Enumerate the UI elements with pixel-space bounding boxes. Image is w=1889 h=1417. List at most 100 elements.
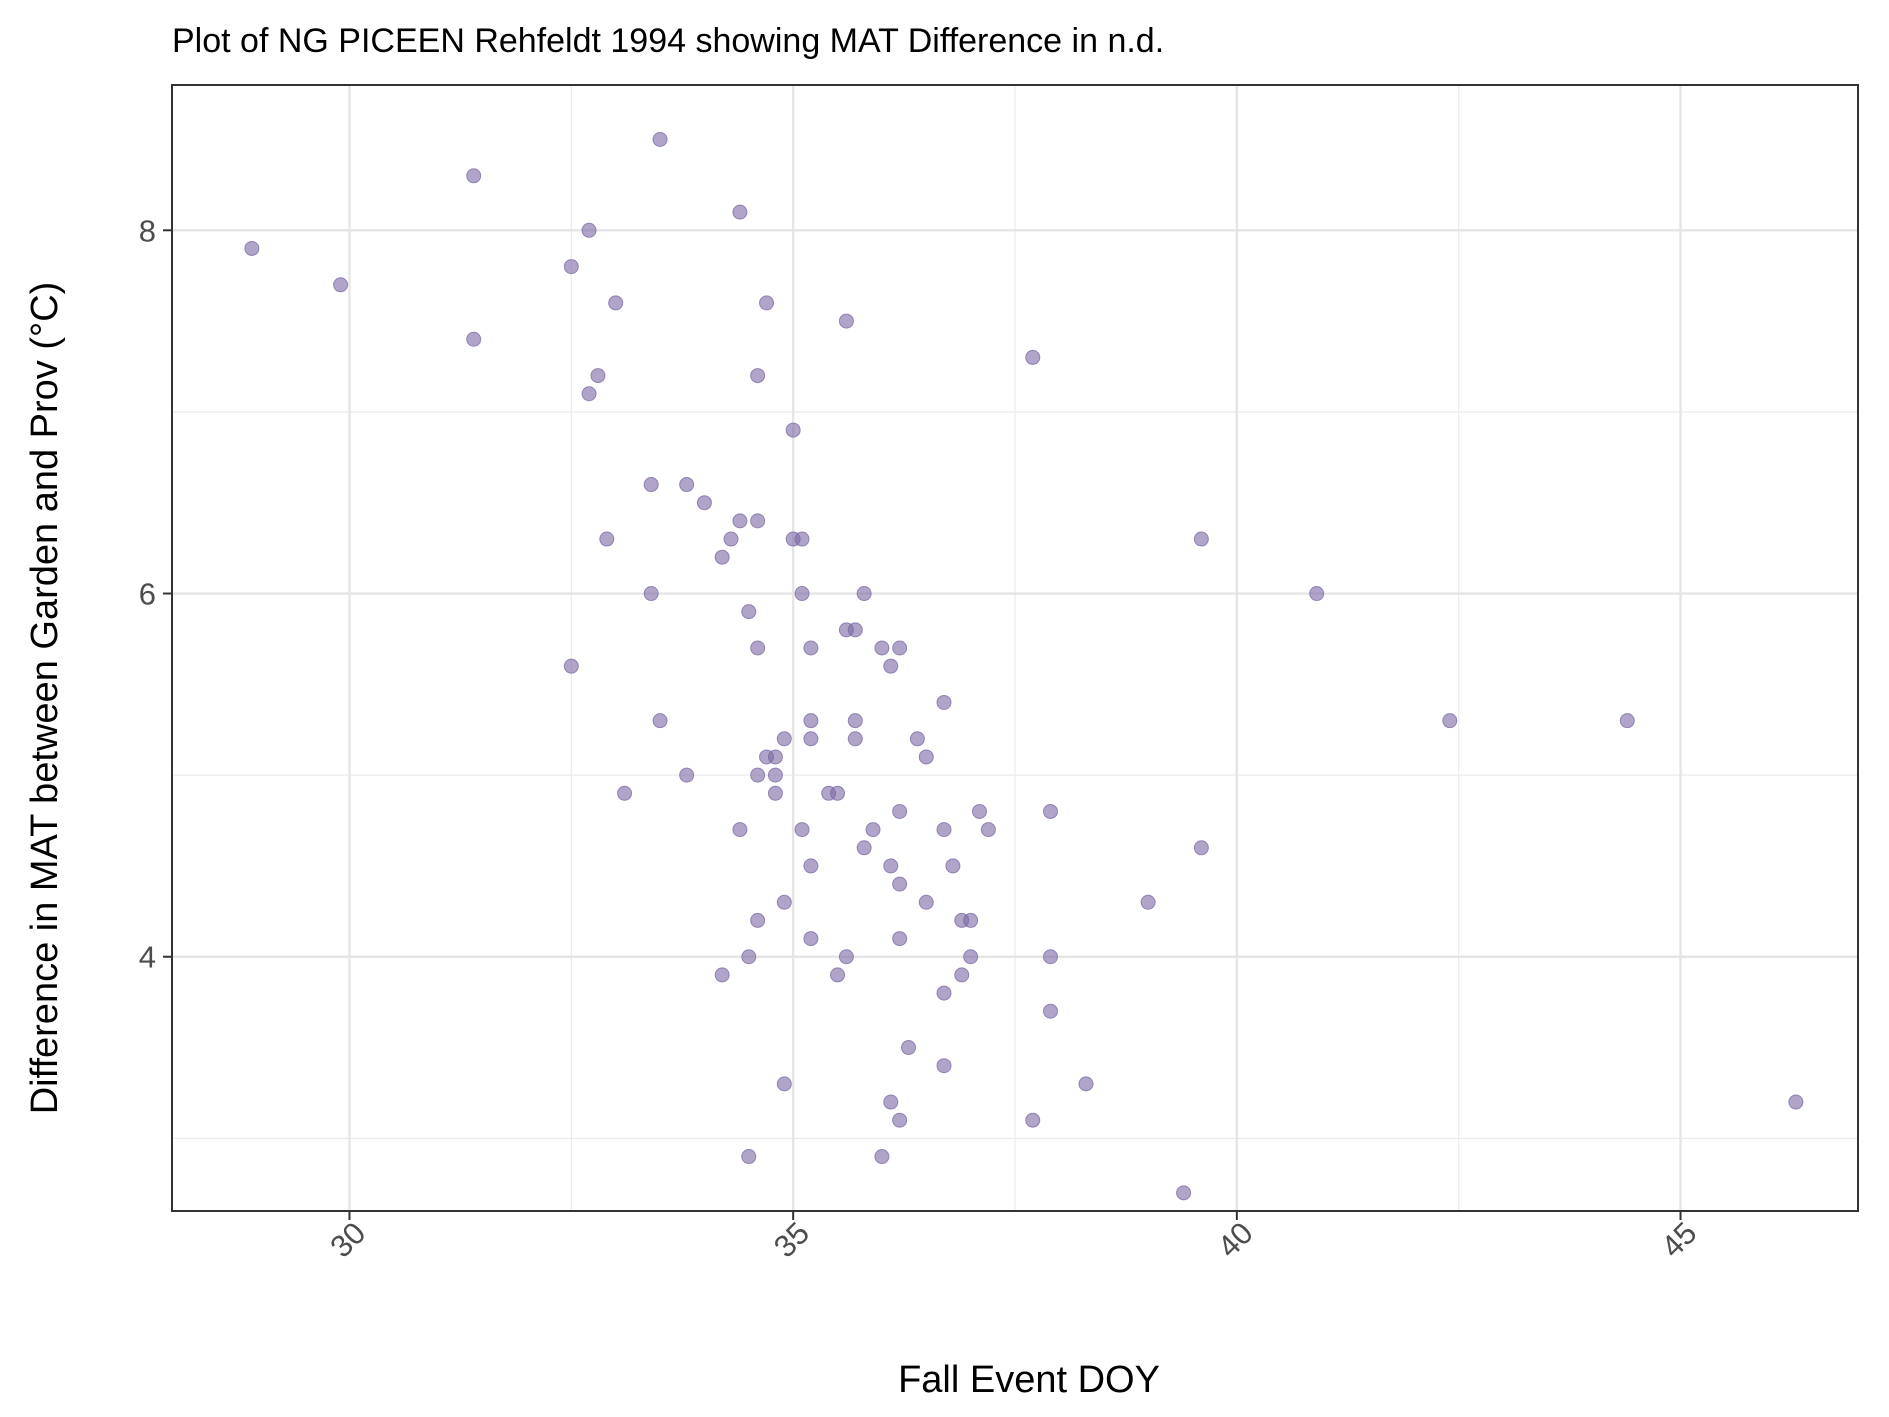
data-point xyxy=(865,822,881,838)
data-point xyxy=(741,949,757,965)
data-point xyxy=(980,822,996,838)
data-point xyxy=(750,912,766,928)
data-point xyxy=(563,658,579,674)
data-point xyxy=(794,531,810,547)
data-point xyxy=(1042,1003,1058,1019)
data-point xyxy=(936,985,952,1001)
chart-title: Plot of NG PICEEN Rehfeldt 1994 showing … xyxy=(172,22,1164,60)
major-grid xyxy=(172,85,1858,1211)
data-point xyxy=(901,1040,917,1056)
y-tick-label: 6 xyxy=(139,577,156,612)
data-point xyxy=(945,858,961,874)
data-point xyxy=(750,640,766,656)
data-point xyxy=(581,386,597,402)
data-point xyxy=(803,713,819,729)
data-point xyxy=(936,1058,952,1074)
data-point xyxy=(963,949,979,965)
data-point xyxy=(847,731,863,747)
data-point xyxy=(803,731,819,747)
data-point xyxy=(1025,1112,1041,1128)
data-point xyxy=(830,785,846,801)
data-point xyxy=(954,967,970,983)
data-point xyxy=(838,949,854,965)
data-point xyxy=(581,222,597,238)
data-point xyxy=(936,822,952,838)
data-point xyxy=(679,767,695,783)
y-tick-label: 8 xyxy=(139,213,156,248)
data-point xyxy=(590,368,606,384)
data-point xyxy=(750,368,766,384)
data-point xyxy=(1176,1185,1192,1201)
data-point xyxy=(847,622,863,638)
x-axis-title: Fall Event DOY xyxy=(898,1359,1160,1401)
data-point xyxy=(599,531,615,547)
data-point xyxy=(643,477,659,493)
data-point xyxy=(767,767,783,783)
data-point xyxy=(723,531,739,547)
data-point xyxy=(767,749,783,765)
data-point xyxy=(1025,349,1041,365)
data-point xyxy=(679,477,695,493)
data-point xyxy=(847,713,863,729)
data-points xyxy=(244,131,1804,1201)
data-point xyxy=(750,513,766,529)
data-point xyxy=(652,713,668,729)
data-point xyxy=(972,803,988,819)
data-point xyxy=(759,295,775,311)
data-point xyxy=(883,658,899,674)
data-point xyxy=(696,495,712,511)
data-point xyxy=(830,967,846,983)
data-point xyxy=(856,840,872,856)
data-point xyxy=(767,785,783,801)
data-point xyxy=(643,586,659,602)
data-point xyxy=(838,313,854,329)
data-point xyxy=(608,295,624,311)
data-point xyxy=(874,1149,890,1165)
data-point xyxy=(714,549,730,565)
data-point xyxy=(1042,803,1058,819)
data-point xyxy=(936,694,952,710)
data-point xyxy=(892,1112,908,1128)
data-point xyxy=(1619,713,1635,729)
data-point xyxy=(909,731,925,747)
data-point xyxy=(732,822,748,838)
data-point xyxy=(794,586,810,602)
data-point xyxy=(803,931,819,947)
data-point xyxy=(785,422,801,438)
data-point xyxy=(1193,840,1209,856)
data-point xyxy=(652,131,668,147)
data-point xyxy=(732,204,748,220)
data-point xyxy=(563,259,579,275)
data-point xyxy=(1042,949,1058,965)
plot-panel-border xyxy=(171,84,1859,1212)
data-point xyxy=(883,858,899,874)
data-point xyxy=(1078,1076,1094,1092)
data-point xyxy=(1442,713,1458,729)
data-point xyxy=(1193,531,1209,547)
data-point xyxy=(803,858,819,874)
data-point xyxy=(803,640,819,656)
y-tick-label: 4 xyxy=(139,940,156,975)
data-point xyxy=(1788,1094,1804,1110)
data-point xyxy=(776,1076,792,1092)
data-point xyxy=(892,931,908,947)
data-point xyxy=(333,277,349,293)
data-point xyxy=(776,894,792,910)
y-axis-title: Difference in MAT between Garden and Pro… xyxy=(24,282,66,1115)
data-point xyxy=(892,640,908,656)
data-point xyxy=(714,967,730,983)
data-point xyxy=(466,168,482,184)
data-point xyxy=(918,894,934,910)
data-point xyxy=(963,912,979,928)
data-point xyxy=(856,586,872,602)
data-point xyxy=(466,331,482,347)
data-point xyxy=(776,731,792,747)
data-point xyxy=(741,604,757,620)
data-point xyxy=(892,876,908,892)
data-point xyxy=(617,785,633,801)
data-point xyxy=(794,822,810,838)
data-point xyxy=(750,767,766,783)
data-point xyxy=(244,240,260,256)
data-point xyxy=(874,640,890,656)
